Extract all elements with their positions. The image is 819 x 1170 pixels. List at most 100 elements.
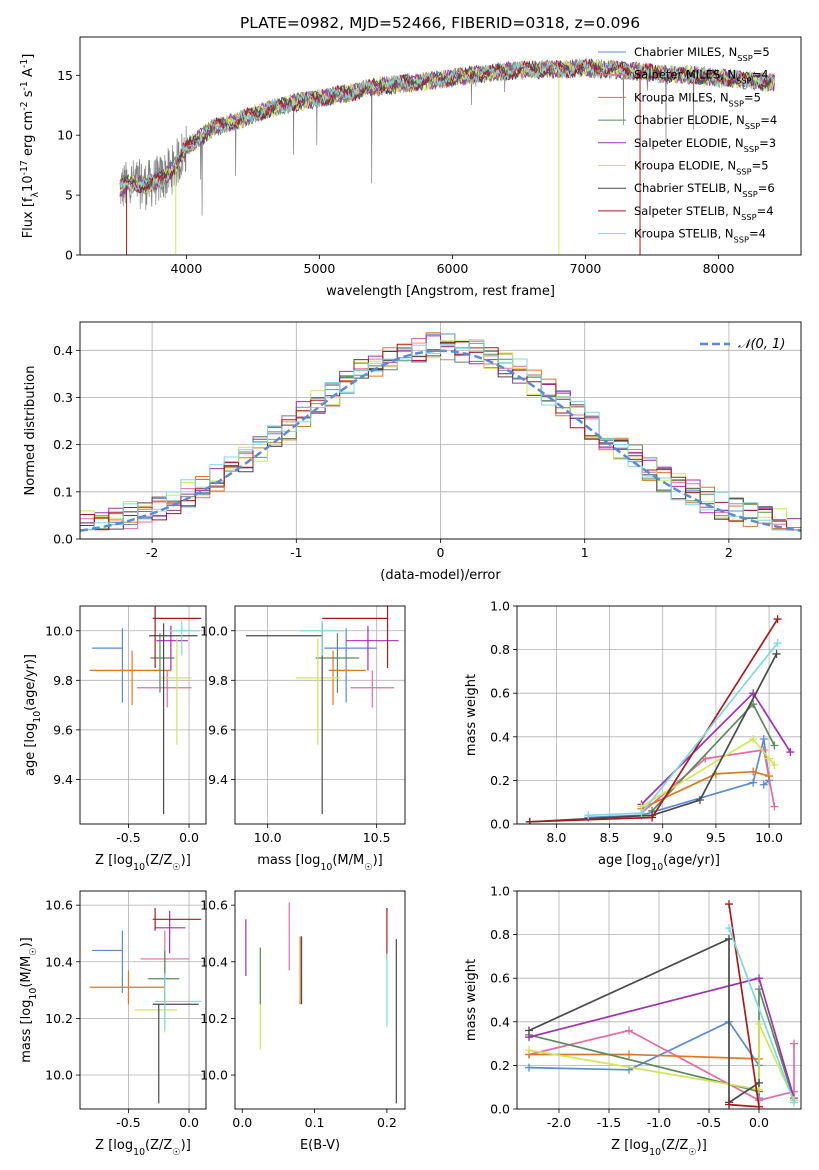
y-tick-label: 10.2 [45,1011,73,1026]
y-tick-label: 15 [57,68,73,83]
legend-label: Kroupa MILES, NSSP=5 [634,90,761,108]
y-tick-label: 0.4 [490,729,510,744]
mass-weight-marker [525,1026,533,1035]
mass-weight-marker [525,817,534,824]
x-axis-label: Z [log10(Z/Z☉)] [95,1138,191,1158]
y-tick-label: 10.2 [200,1011,228,1026]
x-tick-label: -2.0 [547,1115,571,1130]
x-axis-label: (data-model)/error [380,568,501,583]
y-tick-label: 0.8 [490,642,510,657]
legend-label: Salpeter ELODIE, NSSP=3 [634,136,776,154]
y-tick-label: 9.6 [208,722,228,737]
x-tick-label: 1 [581,545,589,560]
mass-weight-line [528,1020,760,1099]
axes-frame [234,605,406,825]
x-tick-label: 10.0 [755,830,783,845]
mass-weight-line [641,770,770,810]
y-tick-label: 10.4 [45,954,73,969]
x-tick-label: -0.5 [697,1115,721,1130]
mass-weight-line [640,737,776,808]
mass-weight-marker [749,778,758,787]
y-tick-label: 9.4 [208,772,228,787]
y-axis-label: Normed distribution [23,366,38,496]
x-axis-label: mass [log10(M/M☉)] [257,853,383,873]
mass-weight-marker [625,1026,633,1035]
panel-mass-vs-Z: -0.5 0.0 10.0 10.2 10.4 10.6 Z [log10(Z/Z☉)] ma… [19,890,207,1158]
y-tick-label: 0.8 [490,927,510,942]
y-tick-label: 10.0 [200,1068,228,1083]
mass-weight-line [728,927,795,1103]
axes-frame [79,890,207,1110]
panel-mass-weight-vs-Z: -2.0 -1.5 -1.0 -0.5 0.0 0.0 0.2 0.4 0.6 0.8 1.0 Z [… [464,884,802,1158]
x-axis-label: E(B-V) [300,1138,340,1153]
legend-label: Kroupa ELODIE, NSSP=5 [634,159,769,177]
plot-area-age-vs-mass [245,606,399,815]
mass-weight-marker [648,813,657,822]
mass-weight-marker [637,809,646,818]
mass-weight-marker [765,754,774,763]
legend-label: Chabrier STELIB, NSSP=6 [634,181,775,199]
panel-mass-vs-EBV: 0.0 0.1 0.2 10.0 10.2 10.4 10.6 E(B-V) [200,890,406,1153]
y-tick-label: 10.4 [200,954,228,969]
x-tick-label: 9.0 [653,830,673,845]
mass-weight-marker [773,639,782,648]
spectrum-model-line [119,59,775,194]
x-tick-label: 5000 [304,261,336,276]
y-axis-label: Flux [fλ10-17 erg cm-2 s-1 A-1] [19,54,41,239]
residual-histogram [80,339,801,539]
y-tick-label: 9.8 [208,673,228,688]
plot-area-residuals [80,332,801,539]
y-tick-label: 0.4 [490,1014,510,1029]
panel-age-vs-Z: -0.5 0.0 9.4 9.6 9.8 10.0 Z [log10(Z/Z☉)] age [… [23,605,207,873]
x-tick-label: 10.5 [363,830,391,845]
panel-spectrum: 4000 5000 6000 7000 8000 0 5 10 15 wavelength [An… [19,36,802,299]
x-tick-label: 0.2 [377,1115,397,1130]
x-tick-label: 7000 [570,261,602,276]
x-axis-label: Z [log10(Z/Z☉)] [95,853,191,873]
x-tick-label: 9.5 [706,830,726,845]
legend-label: Chabrier MILES, NSSP=5 [634,45,770,63]
plot-area-mass-weight-vs-Z [525,900,798,1109]
mass-weight-marker [755,1102,763,1109]
spectrum-model-line [119,58,775,197]
axes-frame [79,321,802,540]
x-tick-label: 0.0 [179,830,199,845]
plot-area-mass-vs-Z [89,907,202,1104]
y-tick-label: 1.0 [490,884,510,899]
y-tick-label: 0.0 [490,1102,510,1117]
legend-label: Salpeter MILES, NSSP=4 [634,68,769,86]
mass-weight-marker [759,734,768,743]
x-tick-label: -1 [290,545,302,560]
mass-weight-marker [725,1100,733,1109]
x-tick-label: 8.5 [600,830,620,845]
y-tick-label: 5 [65,188,73,203]
x-tick-label: 0.0 [749,1115,769,1130]
plot-area-mass-vs-EBV [245,902,397,1104]
plot-area-spectrum [119,57,775,255]
y-tick-label: 10.0 [45,1068,73,1083]
y-tick-label: 0.3 [53,390,73,405]
x-tick-label: 6000 [437,261,469,276]
y-tick-label: 10.6 [45,898,73,913]
mass-weight-marker [770,761,779,770]
x-tick-label: 2 [725,545,733,560]
x-tick-label: -1.0 [647,1115,671,1130]
gaussian-curve [80,349,801,532]
y-tick-label: 10.0 [200,623,228,638]
x-tick-label: 0.1 [305,1115,325,1130]
x-tick-label: -2 [146,545,158,560]
mass-weight-marker [765,772,774,781]
mass-weight-marker [755,1078,763,1087]
y-tick-label: 0.4 [53,343,73,358]
y-tick-label: 10.6 [200,898,228,913]
y-axis-label: mass weight [464,959,479,1041]
panel-mass-weight-vs-age: 8.0 8.5 9.0 9.5 10.0 0.0 0.2 0.4 0.6 0.8 1.0 age [l… [464,599,802,873]
mass-weight-line [528,937,760,1105]
x-tick-label: 8.0 [546,830,566,845]
mass-weight-line [528,1023,795,1101]
legend-label: Chabrier ELODIE, NSSP=4 [634,113,777,131]
mass-weight-line [528,988,795,1101]
axes-frame [79,605,207,825]
x-tick-label: 8000 [703,261,735,276]
y-axis-label: mass weight [464,674,479,756]
